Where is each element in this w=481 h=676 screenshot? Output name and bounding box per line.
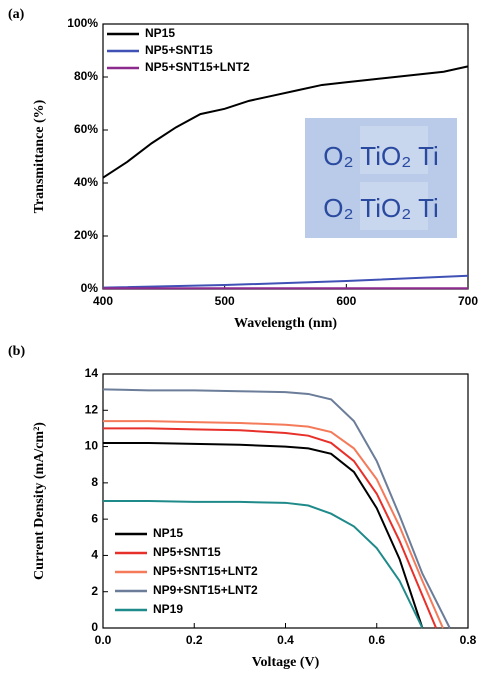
- y-tick-label: 10: [85, 439, 99, 453]
- y-axis-label: Transmittance (%): [32, 99, 47, 213]
- y-tick-label: 8: [91, 475, 98, 489]
- inset-text: O₂ TiO₂ Ti: [323, 141, 439, 171]
- y-tick-label: 2: [91, 584, 98, 598]
- panel: (a) O₂ TiO₂ Ti O₂ TiO₂ Ti 400 500 600 700 0% 20%…: [8, 7, 478, 331]
- data-line: [103, 427, 437, 629]
- y-tick-label: 20%: [74, 228, 98, 242]
- y-tick-label: 12: [85, 402, 99, 416]
- inset-text: O₂ TiO₂ Ti: [323, 193, 439, 223]
- data-line: [103, 420, 444, 629]
- data-line: [103, 500, 424, 629]
- x-tick-label: 400: [93, 294, 113, 308]
- y-tick-label: 14: [85, 366, 99, 380]
- legend-label: NP5+SNT15: [153, 545, 221, 559]
- panel-label: (a): [8, 7, 25, 22]
- legend-label: NP5+SNT15+LNT2: [145, 60, 250, 74]
- y-tick-label: 100%: [67, 16, 98, 30]
- data-line: [102, 65, 469, 179]
- y-tick-label: 0: [91, 620, 98, 634]
- legend-label: NP19: [153, 602, 183, 616]
- legend-label: NP15: [145, 26, 175, 40]
- data-line: [103, 441, 424, 629]
- inset-film: [360, 182, 428, 230]
- x-tick-label: 700: [458, 294, 478, 308]
- x-tick-label: 500: [215, 294, 235, 308]
- legend-label: NP9+SNT15+LNT2: [153, 583, 258, 597]
- x-tick-label: 600: [336, 294, 356, 308]
- y-tick-label: 60%: [74, 122, 98, 136]
- y-axis-label: Current Density (mA/cm²): [32, 422, 47, 580]
- x-tick-label: 0.0: [95, 633, 112, 647]
- inset-film: [360, 126, 428, 174]
- y-tick-label: 80%: [74, 69, 98, 83]
- legend-label: NP5+SNT15+LNT2: [153, 564, 258, 578]
- y-tick-label: 4: [91, 548, 98, 562]
- panel-label: (b): [8, 344, 25, 359]
- panel: (b) 0.0 0.2 0.4 0.6 0.8 0 2 4 6 8 10 12 14 Voltage (V)…: [8, 344, 477, 670]
- x-tick-label: 0.8: [460, 633, 477, 647]
- y-tick-label: 0%: [81, 281, 99, 295]
- x-tick-label: 0.2: [186, 633, 203, 647]
- x-axis-label: Wavelength (nm): [234, 316, 337, 331]
- data-line: [102, 388, 451, 629]
- x-axis-label: Voltage (V): [252, 655, 320, 670]
- x-tick-label: 0.6: [368, 633, 385, 647]
- x-tick-label: 0.4: [277, 633, 294, 647]
- y-tick-label: 40%: [74, 175, 98, 189]
- data-line: [102, 274, 469, 289]
- legend-label: NP5+SNT15: [145, 43, 213, 57]
- y-tick-label: 6: [91, 511, 98, 525]
- legend-label: NP15: [153, 526, 183, 540]
